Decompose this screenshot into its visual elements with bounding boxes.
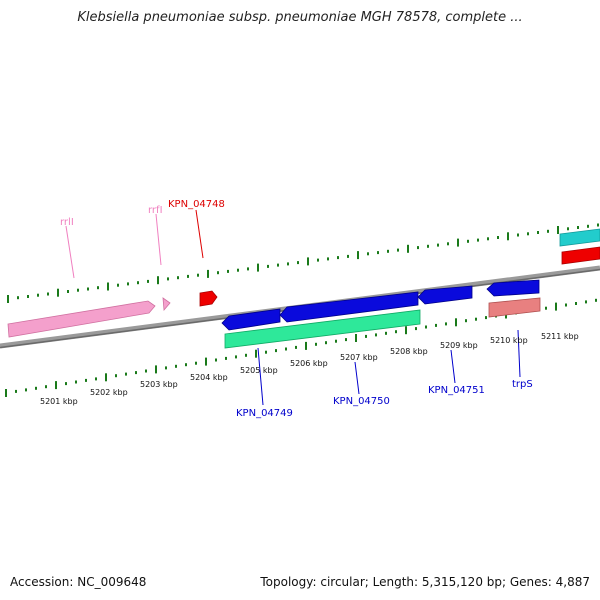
feature-kpn-04748[interactable] [199,290,218,307]
tick-label: 5204 kbp [190,373,228,382]
feature-kpn-04750[interactable] [279,291,419,323]
tick-label: 5207 kbp [340,353,378,362]
gene-label-rrfi[interactable]: rrfI [148,205,163,216]
tick-label: 5210 kbp [490,336,528,345]
feature-rrfi[interactable] [162,297,171,311]
feature-salmon-gene[interactable] [488,297,541,318]
leader-rrli [65,225,75,279]
tick-label: 5201 kbp [40,397,78,406]
genome-summary-text: Topology: circular; Length: 5,315,120 bp… [260,575,590,589]
gene-label-kpn-04750[interactable]: KPN_04750 [333,396,390,407]
upper-tick-track [7,223,599,303]
leader-kpn-04751 [450,349,456,384]
tick-label: 5211 kbp [541,332,579,341]
gene-label-kpn-04751[interactable]: KPN_04751 [428,385,485,396]
tick-label: 5206 kbp [290,359,328,368]
feature-rrli[interactable] [7,300,156,338]
feature-green-gene[interactable] [224,309,421,349]
leader-kpn-04750 [354,361,360,395]
gene-label-rrli[interactable]: rrlI [60,217,74,228]
leader-trps [517,329,521,378]
gene-label-trps[interactable]: trpS [512,379,533,390]
lower-tick-track [5,298,597,397]
tick-label: 5203 kbp [140,380,178,389]
accession-text: Accession: NC_009648 [10,575,147,589]
tick-label: 5205 kbp [240,366,278,375]
map-title: Klebsiella pneumoniae subsp. pneumoniae … [77,10,523,25]
leader-kpn-04748 [195,209,204,259]
gene-label-kpn-04749[interactable]: KPN_04749 [236,408,293,419]
feature-kpn-04751[interactable] [417,285,473,305]
gene-label-kpn-04748[interactable]: KPN_04748 [168,199,225,210]
tick-label: 5209 kbp [440,341,478,350]
tick-label: 5208 kbp [390,347,428,356]
feature-red-right[interactable] [561,246,600,265]
feature-cyan-right[interactable] [559,228,600,247]
tick-label: 5202 kbp [90,388,128,397]
feature-trps[interactable] [486,279,540,297]
leader-kpn-04749 [257,347,264,406]
leader-rrfi [155,213,162,266]
